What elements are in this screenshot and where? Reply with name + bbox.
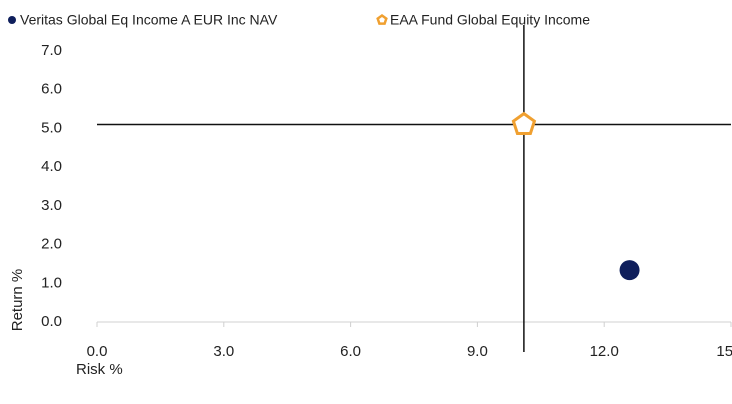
- y-tick-label: 4.0: [41, 158, 62, 175]
- x-tick-label: 9.0: [467, 343, 488, 360]
- y-tick-label: 0.0: [41, 313, 62, 330]
- legend-label: EAA Fund Global Equity Income: [390, 12, 590, 28]
- y-tick-label: 6.0: [41, 81, 62, 98]
- y-axis-label: Return %: [9, 269, 26, 332]
- y-tick-label: 7.0: [41, 42, 62, 59]
- y-tick-label: 3.0: [41, 197, 62, 214]
- point: [619, 260, 640, 281]
- y-tick-label: 5.0: [41, 119, 62, 136]
- x-tick-label: 0.0: [87, 343, 108, 360]
- y-tick-label: 1.0: [41, 274, 62, 291]
- legend-marker: [8, 16, 16, 24]
- x-tick-label: 12.0: [590, 343, 619, 360]
- x-tick-label: 3.0: [213, 343, 234, 360]
- x-tick-label: 6.0: [340, 343, 361, 360]
- x-tick-label: 15.0: [716, 343, 732, 360]
- legend-marker: [376, 13, 388, 25]
- x-axis-label: Risk %: [76, 361, 123, 378]
- y-tick-label: 2.0: [41, 236, 62, 253]
- legend-label: Veritas Global Eq Income A EUR Inc NAV: [20, 12, 278, 28]
- point: [511, 111, 537, 135]
